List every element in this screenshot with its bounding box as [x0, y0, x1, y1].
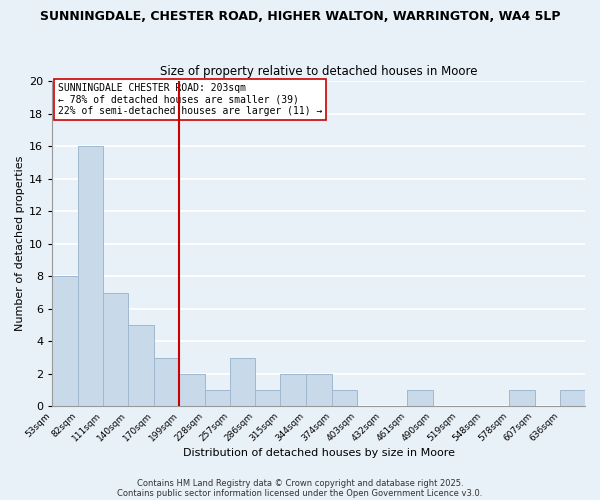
Bar: [509, 390, 535, 406]
Bar: [52, 276, 77, 406]
Bar: [77, 146, 103, 406]
X-axis label: Distribution of detached houses by size in Moore: Distribution of detached houses by size …: [182, 448, 455, 458]
Bar: [255, 390, 280, 406]
Bar: [179, 374, 205, 406]
Bar: [305, 374, 332, 406]
Bar: [154, 358, 179, 406]
Bar: [332, 390, 357, 406]
Y-axis label: Number of detached properties: Number of detached properties: [15, 156, 25, 332]
Bar: [230, 358, 255, 406]
Bar: [407, 390, 433, 406]
Bar: [205, 390, 230, 406]
Bar: [128, 325, 154, 406]
Bar: [280, 374, 305, 406]
Text: SUNNINGDALE CHESTER ROAD: 203sqm
← 78% of detached houses are smaller (39)
22% o: SUNNINGDALE CHESTER ROAD: 203sqm ← 78% o…: [58, 82, 322, 116]
Text: Contains HM Land Registry data © Crown copyright and database right 2025.: Contains HM Land Registry data © Crown c…: [137, 478, 463, 488]
Bar: [103, 292, 128, 406]
Text: SUNNINGDALE, CHESTER ROAD, HIGHER WALTON, WARRINGTON, WA4 5LP: SUNNINGDALE, CHESTER ROAD, HIGHER WALTON…: [40, 10, 560, 23]
Title: Size of property relative to detached houses in Moore: Size of property relative to detached ho…: [160, 66, 478, 78]
Text: Contains public sector information licensed under the Open Government Licence v3: Contains public sector information licen…: [118, 488, 482, 498]
Bar: [560, 390, 585, 406]
